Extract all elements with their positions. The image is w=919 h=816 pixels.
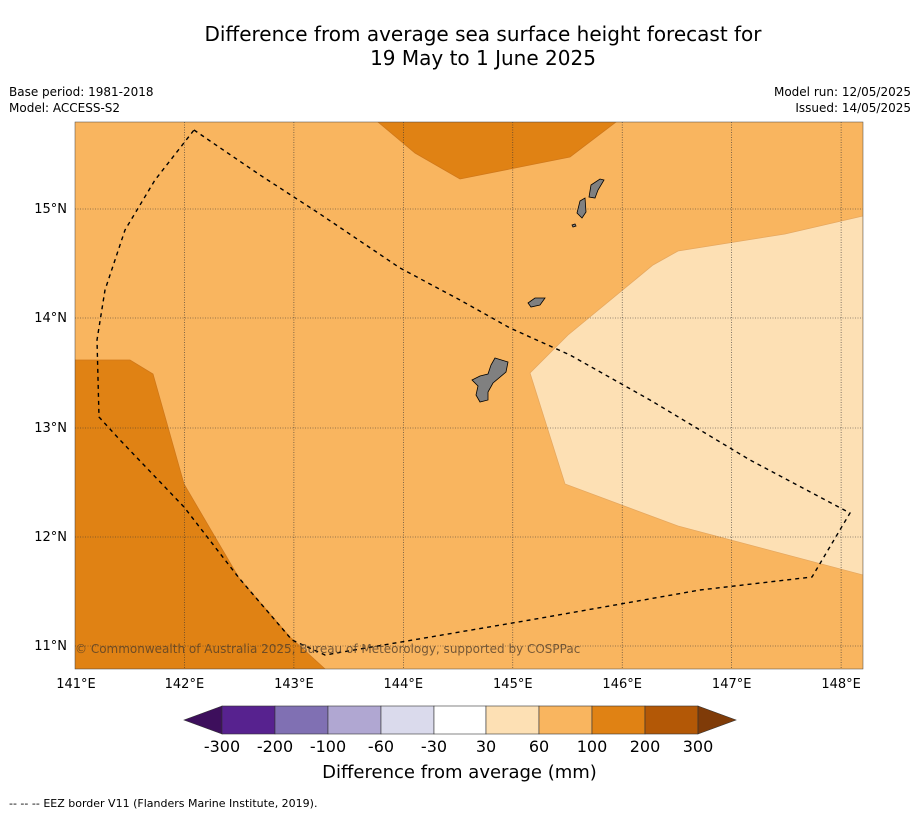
colorbar <box>183 705 737 735</box>
contour-100-200-north <box>377 122 617 180</box>
base-period: Base period: 1981-2018 <box>9 85 154 99</box>
colorbar-segment <box>644 705 699 735</box>
eez-legend-text: EEZ border V11 (Flanders Marine Institut… <box>43 797 318 810</box>
colorbar-segment <box>380 705 435 735</box>
model-name: Model: ACCESS-S2 <box>9 101 121 115</box>
colorbar-segment <box>221 705 276 735</box>
y-tick-label: 12°N <box>34 530 67 545</box>
model-run: Model run: 12/05/2025 <box>773 85 911 99</box>
y-tick-labels: 15°N 14°N 13°N 12°N 11°N <box>34 202 67 654</box>
y-tick-label: 13°N <box>34 421 67 436</box>
footer-legend: -- -- -- EEZ border V11 (Flanders Marine… <box>9 797 317 810</box>
y-tick-label: 14°N <box>34 311 67 326</box>
colorbar-tick-label: -30 <box>420 737 448 756</box>
eez-border <box>96 129 851 656</box>
eez-line-symbol: -- -- -- <box>9 797 40 810</box>
graticule <box>75 122 863 669</box>
colorbar-tick-label: 300 <box>682 737 714 756</box>
colorbar-tick-label: -300 <box>203 737 241 756</box>
islands <box>471 178 605 403</box>
y-tick-label: 15°N <box>34 202 67 217</box>
colorbar-tick-label: -60 <box>367 737 395 756</box>
island-tinian <box>576 197 587 219</box>
colorbar-tick-label: 30 <box>475 737 497 756</box>
colorbar-segment <box>433 705 487 735</box>
colorbar-segment <box>327 705 382 735</box>
chart-title: Difference from average sea surface heig… <box>75 22 891 70</box>
colorbar-tick-label: -100 <box>309 737 347 756</box>
colorbar-segment <box>274 705 329 735</box>
colorbar-tick-label: 60 <box>528 737 550 756</box>
colorbar-extend-low <box>183 705 223 735</box>
island-aguijan <box>571 223 577 228</box>
meta-right: Model run: 12/05/2025 Issued: 14/05/2025 <box>774 84 911 116</box>
meta-left: Base period: 1981-2018 Model: ACCESS-S2 <box>9 84 154 116</box>
colorbar-tick-label: 100 <box>576 737 608 756</box>
x-tick-label: 148°E <box>821 677 861 692</box>
x-tick-label: 147°E <box>712 677 752 692</box>
issued-date: Issued: 14/05/2025 <box>795 101 911 115</box>
contour-100-200-southwest <box>75 359 326 669</box>
x-tick-label: 141°E <box>56 677 96 692</box>
colorbar-tick-label: -200 <box>256 737 294 756</box>
colorbar-tick-label: 200 <box>629 737 661 756</box>
x-tick-label: 146°E <box>602 677 642 692</box>
x-tick-label: 142°E <box>165 677 205 692</box>
y-tick-label: 11°N <box>34 639 67 654</box>
map-area: © Commonwealth of Australia 2025, Bureau… <box>75 122 863 669</box>
x-tick-label: 145°E <box>493 677 533 692</box>
island-rota <box>527 297 546 308</box>
x-tick-label: 144°E <box>384 677 424 692</box>
title-line-1: Difference from average sea surface heig… <box>204 22 762 46</box>
copyright-notice: © Commonwealth of Australia 2025, Bureau… <box>75 642 580 656</box>
colorbar-extend-high <box>697 705 737 735</box>
island-saipan <box>588 178 605 199</box>
x-tick-label: 143°E <box>274 677 314 692</box>
island-guam <box>471 357 509 403</box>
map-frame <box>74 121 864 670</box>
colorbar-segment <box>591 705 646 735</box>
colorbar-segment <box>485 705 540 735</box>
title-line-2: 19 May to 1 June 2025 <box>370 46 596 70</box>
colorbar-title: Difference from average (mm) <box>322 762 597 783</box>
x-tick-labels: 141°E 142°E 143°E 144°E 145°E 146°E 147°… <box>56 677 861 692</box>
colorbar-segment <box>538 705 593 735</box>
